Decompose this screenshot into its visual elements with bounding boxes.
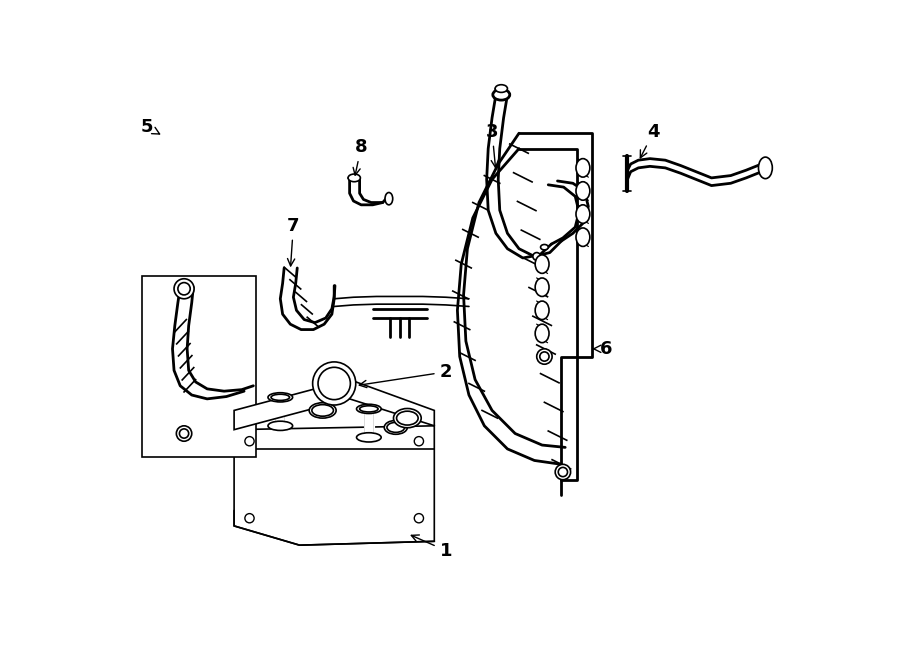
Ellipse shape — [576, 159, 590, 177]
Circle shape — [176, 426, 192, 442]
Circle shape — [536, 349, 552, 364]
Polygon shape — [234, 379, 435, 430]
Ellipse shape — [536, 255, 549, 274]
Ellipse shape — [268, 421, 292, 430]
Circle shape — [533, 253, 541, 260]
Circle shape — [414, 437, 424, 446]
Circle shape — [179, 429, 189, 438]
Text: 6: 6 — [593, 340, 612, 358]
Ellipse shape — [268, 393, 292, 402]
Bar — [141, 276, 256, 457]
Ellipse shape — [348, 174, 360, 182]
Circle shape — [245, 514, 254, 523]
Ellipse shape — [310, 403, 336, 418]
Ellipse shape — [536, 324, 549, 342]
Circle shape — [318, 368, 350, 400]
Circle shape — [555, 464, 571, 480]
Ellipse shape — [759, 157, 772, 178]
Ellipse shape — [576, 205, 590, 223]
Text: 3: 3 — [486, 123, 499, 167]
Ellipse shape — [356, 433, 382, 442]
Circle shape — [312, 362, 356, 405]
Polygon shape — [234, 426, 435, 545]
Ellipse shape — [397, 411, 418, 425]
Text: 5: 5 — [140, 118, 159, 136]
Text: 1: 1 — [411, 535, 452, 560]
Ellipse shape — [393, 408, 421, 428]
Text: 2: 2 — [359, 363, 452, 387]
Circle shape — [540, 352, 549, 361]
Circle shape — [558, 467, 568, 477]
Ellipse shape — [384, 420, 408, 434]
Circle shape — [245, 437, 254, 446]
Ellipse shape — [271, 394, 290, 401]
Ellipse shape — [493, 89, 509, 100]
Ellipse shape — [385, 192, 392, 205]
Ellipse shape — [360, 406, 378, 412]
Circle shape — [414, 514, 424, 523]
Ellipse shape — [495, 85, 508, 93]
Text: 8: 8 — [353, 138, 367, 175]
Ellipse shape — [541, 245, 548, 250]
Ellipse shape — [576, 182, 590, 200]
Ellipse shape — [387, 422, 405, 432]
Circle shape — [178, 283, 190, 295]
Ellipse shape — [576, 228, 590, 247]
Circle shape — [174, 279, 194, 299]
Ellipse shape — [312, 405, 333, 416]
Text: 4: 4 — [640, 123, 660, 158]
Ellipse shape — [536, 278, 549, 297]
Ellipse shape — [356, 405, 382, 414]
Ellipse shape — [536, 301, 549, 319]
Text: 7: 7 — [287, 217, 300, 266]
